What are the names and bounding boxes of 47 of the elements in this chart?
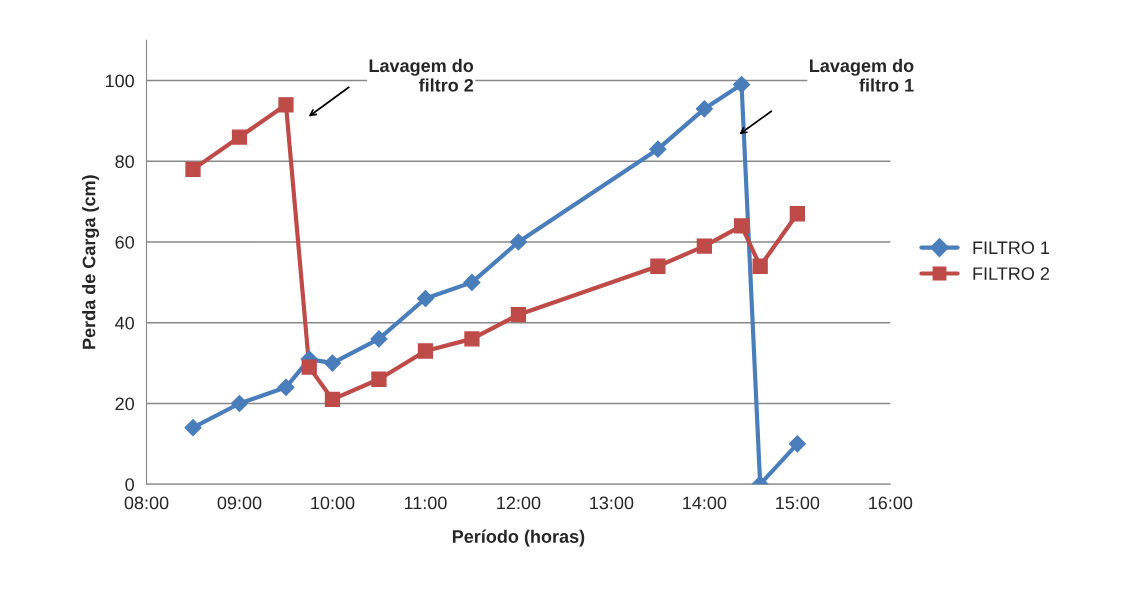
point: [788, 435, 806, 453]
x-tick-label: 13:00: [590, 496, 634, 510]
annotation: Lavagem do filtro 1: [809, 58, 914, 92]
x-axis-title: Período (horas): [452, 529, 585, 547]
point: [733, 76, 751, 94]
y-tick-label: 100: [105, 74, 134, 88]
point: [695, 100, 713, 118]
y-tick-label: 60: [115, 235, 134, 249]
point: [324, 391, 341, 408]
point: [417, 343, 434, 359]
point: [184, 419, 202, 437]
x-tick-label: 12:00: [497, 496, 541, 510]
x-tick-label: 15:00: [776, 496, 820, 510]
point: [752, 258, 768, 274]
y-tick-label: 80: [115, 155, 134, 169]
x-tick-label: 14:00: [683, 496, 727, 510]
point: [416, 289, 434, 308]
x-tick-label: 16:00: [869, 496, 913, 510]
point: [510, 307, 527, 323]
x-tick-label: 11:00: [404, 496, 447, 510]
point: [323, 354, 342, 372]
legend-label: FILTRO 1: [973, 241, 1050, 255]
x-tick-label: 08:00: [124, 496, 169, 510]
y-tick-label: 0: [125, 478, 134, 491]
point: [277, 378, 295, 396]
y-tick-label: 20: [115, 397, 134, 411]
y-tick-label: 40: [115, 316, 134, 330]
y-axis-title: Perda de Carga (cm): [82, 175, 100, 349]
point: [696, 238, 713, 254]
point: [733, 218, 750, 234]
point: [649, 140, 667, 158]
point: [371, 371, 387, 387]
point: [278, 97, 294, 113]
point: [231, 129, 248, 145]
point: [509, 233, 527, 251]
x-tick-label: 10:00: [311, 496, 355, 510]
point: [650, 258, 666, 274]
annotation: Lavagem do filtro 2: [369, 58, 474, 92]
point: [464, 331, 480, 347]
point: [463, 273, 481, 291]
point: [370, 330, 388, 348]
point: [301, 359, 317, 375]
x-tick-label: 09:00: [217, 496, 262, 510]
point: [185, 161, 201, 178]
legend-label: FILTRO 2: [973, 267, 1050, 280]
point: [789, 206, 805, 222]
point: [230, 394, 249, 413]
